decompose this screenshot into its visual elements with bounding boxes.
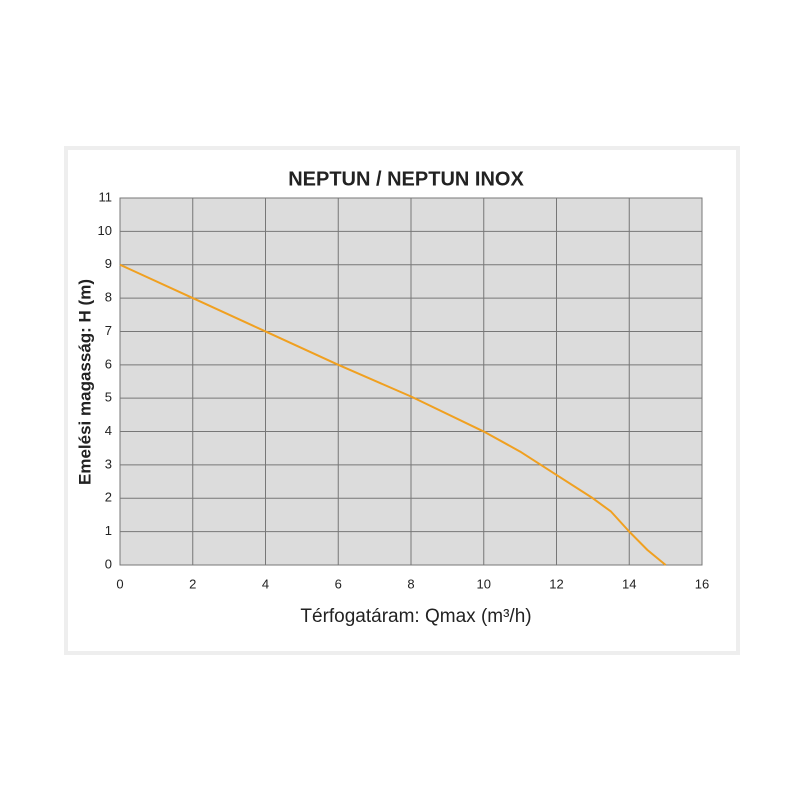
x-tick-label: 10 xyxy=(477,576,491,591)
y-tick-label: 0 xyxy=(105,556,112,571)
y-tick-label: 10 xyxy=(98,223,112,238)
y-tick-label: 7 xyxy=(105,323,112,338)
x-axis-label: Térfogatáram: Qmax (m³/h) xyxy=(300,606,531,627)
y-tick-label: 11 xyxy=(99,189,113,204)
y-tick-label: 6 xyxy=(105,356,112,371)
y-tick-label: 2 xyxy=(105,490,112,505)
x-tick-label: 0 xyxy=(116,576,123,591)
chart-title: NEPTUN / NEPTUN INOX xyxy=(288,168,524,190)
y-tick-label: 1 xyxy=(105,523,112,538)
y-tick-label: 5 xyxy=(105,390,112,405)
x-tick-label: 8 xyxy=(407,576,414,591)
x-tick-label: 16 xyxy=(695,576,709,591)
y-tick-label: 4 xyxy=(105,423,112,438)
y-tick-label: 9 xyxy=(105,256,112,271)
x-tick-label: 12 xyxy=(549,576,563,591)
x-tick-label: 2 xyxy=(189,576,196,591)
x-tick-label: 4 xyxy=(262,576,269,591)
y-tick-label: 3 xyxy=(105,456,112,471)
y-tick-label: 8 xyxy=(105,290,112,305)
data-line xyxy=(119,263,667,566)
x-tick-label: 6 xyxy=(335,576,342,591)
x-tick-label: 14 xyxy=(622,576,636,591)
y-axis-label: Emelési magasság: H (m) xyxy=(75,279,94,485)
